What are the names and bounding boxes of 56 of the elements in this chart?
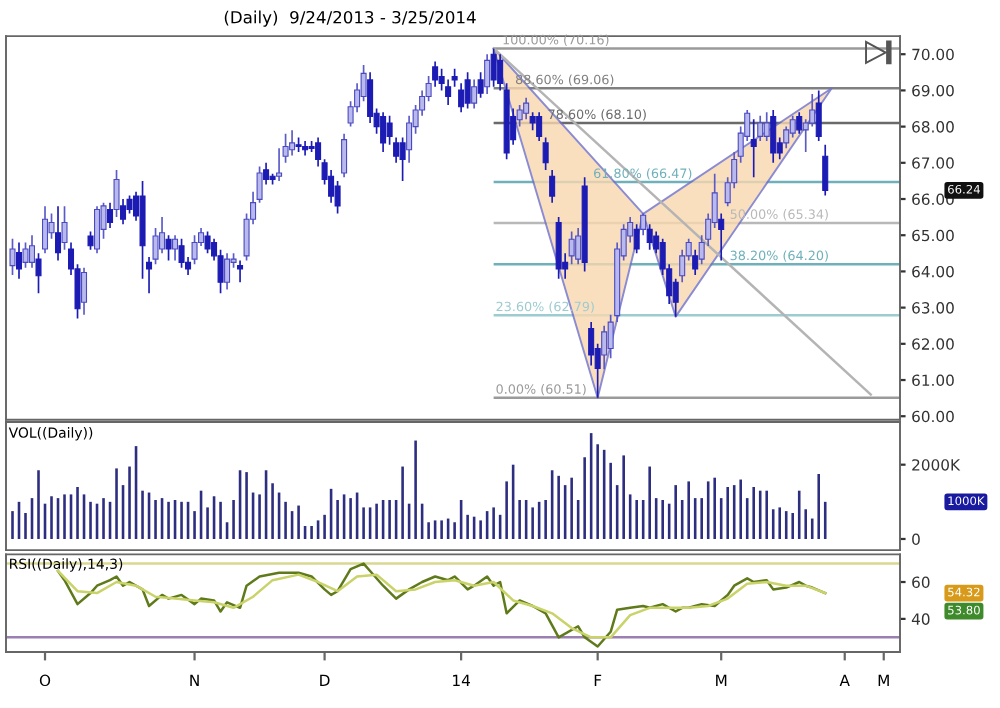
candlestick [549,169,556,204]
candlestick [204,230,211,255]
candlestick [484,53,491,95]
candlestick [633,223,640,255]
candlestick [9,238,16,276]
candlestick [35,252,42,294]
candlestick [54,205,62,262]
candlestick [542,136,549,171]
candlestick [28,234,36,269]
candlestick [750,118,757,179]
candlestick [80,266,88,316]
candlestick [113,169,120,218]
candlestick [237,259,244,284]
candlestick [763,111,770,142]
candlestick [172,234,179,262]
chart-title: (Daily) 9/24/2013 - 3/25/2014 [224,10,476,27]
candlestick [178,238,185,269]
candlestick [490,47,497,88]
candlestick [575,227,582,266]
candlestick [276,147,283,182]
candlestick [224,252,231,291]
candlestick [107,201,114,229]
candlestick [341,133,348,179]
candlestick [380,111,387,153]
candlestick [15,241,23,280]
candlestick [289,129,296,157]
candlestick [432,60,439,88]
candlestick [757,114,764,142]
candlestick [718,212,725,262]
candlestick [61,205,68,251]
candlestick [646,223,653,251]
candlestick [568,230,575,266]
candlestick [165,234,172,262]
candlestick [471,78,478,110]
candlestick [302,140,309,157]
candlestick [640,212,647,237]
candlestick [529,111,536,132]
candlestick [22,241,29,269]
candlestick [523,96,530,121]
candlestick [555,216,562,280]
candlestick [536,111,543,142]
candlestick [815,89,822,142]
candlestick [87,230,94,251]
candlestick [822,143,829,197]
candlestick [263,161,270,186]
candlestick [692,248,699,276]
candlestick [191,234,198,266]
candlestick [464,71,471,110]
candlestick [770,109,777,164]
candlestick [796,111,803,135]
candlestick [477,71,484,99]
candlestick [399,136,406,182]
candlestick [516,104,523,128]
candlestick [120,198,127,226]
candlestick [41,205,49,255]
candlestick [93,205,101,255]
